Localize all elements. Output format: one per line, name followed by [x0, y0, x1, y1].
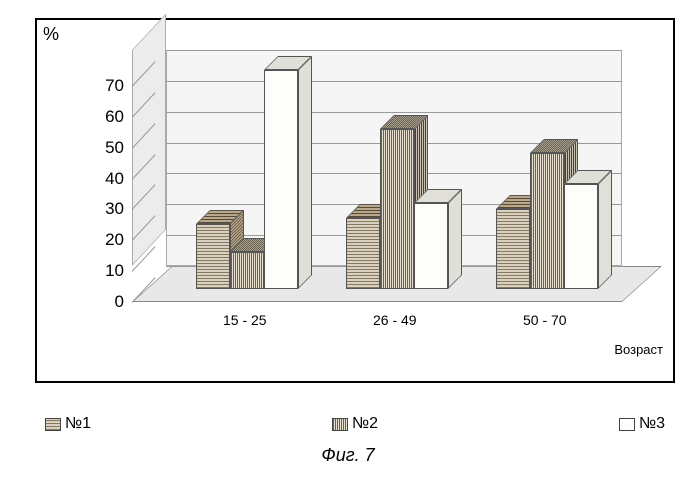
bar: [530, 153, 564, 289]
plot-3d: 01020304050607015 - 2526 - 4950 - 70: [132, 50, 622, 350]
bar: [264, 70, 298, 289]
legend-item-3: №3: [619, 415, 665, 433]
y-axis-label: %: [43, 24, 59, 45]
chart-area: 01020304050607015 - 2526 - 4950 - 70: [132, 50, 622, 350]
ytick: 20: [94, 230, 124, 250]
bar: [564, 184, 598, 289]
legend-swatch-2: [332, 418, 348, 431]
x-axis-label: Возраст: [614, 342, 663, 357]
bar: [414, 203, 448, 289]
legend-swatch-1: [45, 418, 61, 431]
ytick: 10: [94, 261, 124, 281]
ytick: 60: [94, 107, 124, 127]
chart-frame: % 0 10 20 30 40 50 60 70 15 - 25 26 - 49 50 - 70 В…: [35, 18, 675, 383]
figure-caption: Фиг. 7: [0, 445, 696, 466]
legend-label-3: №3: [639, 415, 665, 433]
legend-label-2: №2: [352, 415, 378, 433]
ytick: 40: [94, 169, 124, 189]
bar: [196, 224, 230, 289]
bar: [380, 129, 414, 289]
ytick: 70: [94, 76, 124, 96]
x-category-label: 26 - 49: [373, 312, 417, 328]
legend-item-2: №2: [332, 415, 378, 433]
ytick: 0: [94, 292, 124, 312]
x-category-label: 15 - 25: [223, 312, 267, 328]
ytick: 50: [94, 138, 124, 158]
legend-swatch-3: [619, 418, 635, 431]
bar: [346, 218, 380, 289]
x-category-label: 50 - 70: [523, 312, 567, 328]
ytick: 30: [94, 199, 124, 219]
legend-label-1: №1: [65, 415, 91, 433]
legend: №1 №2 №3: [45, 415, 665, 433]
legend-item-1: №1: [45, 415, 91, 433]
bar: [496, 209, 530, 289]
bar: [230, 252, 264, 289]
